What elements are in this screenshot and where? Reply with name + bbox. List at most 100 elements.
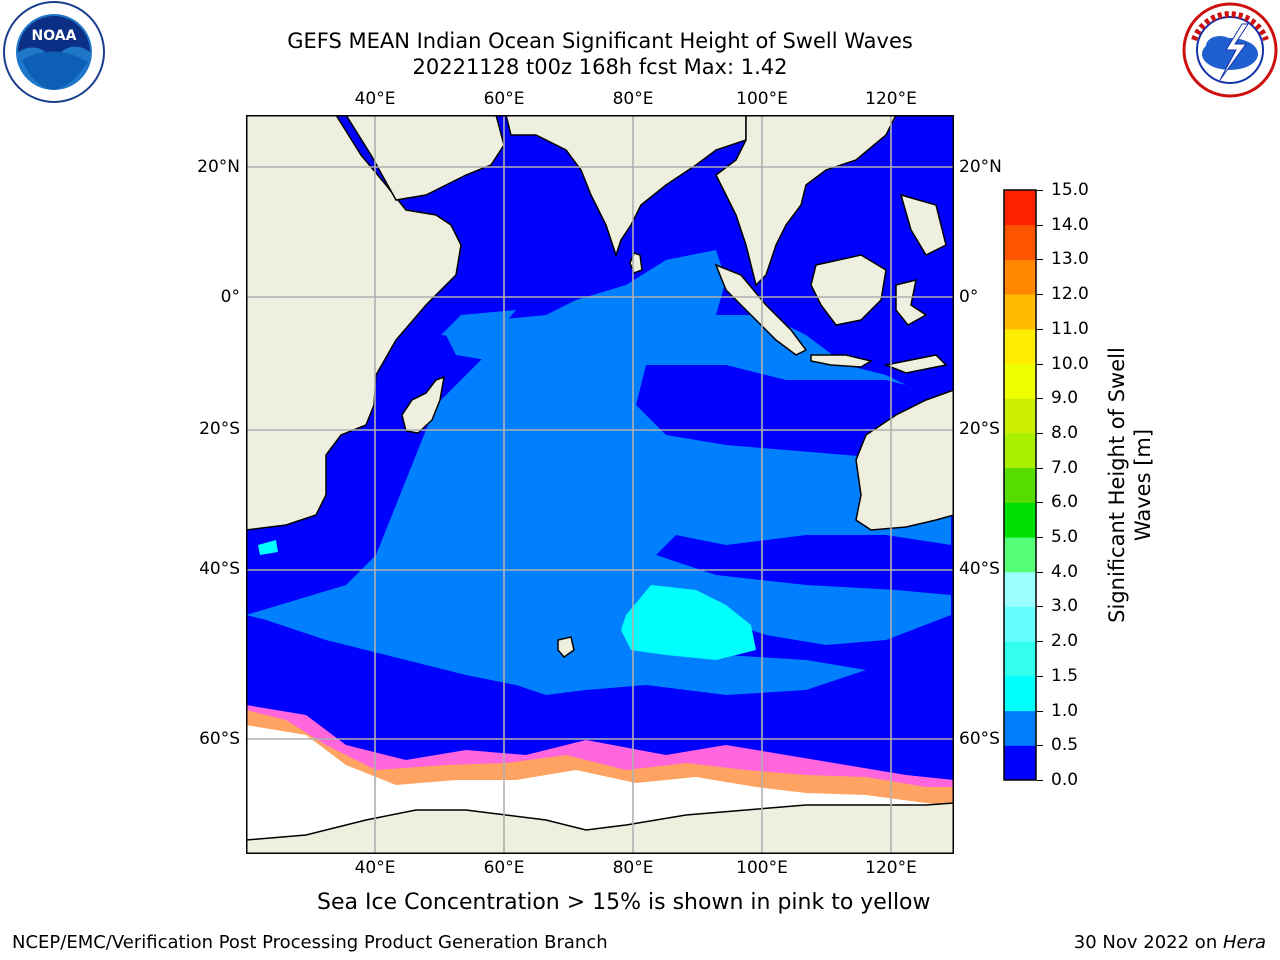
colorbar-tick-mark [1037, 432, 1043, 434]
land-philippines [899, 193, 947, 256]
footer-date: 30 Nov 2022 on Hera [1074, 932, 1266, 953]
colorbar-segment [1004, 710, 1036, 746]
colorbar-segment [1004, 328, 1036, 365]
colorbar-segment [1004, 467, 1036, 503]
colorbar-segment [1004, 537, 1036, 573]
colorbar-segment [1004, 502, 1036, 538]
colorbar-segment [1004, 224, 1036, 260]
colorbar-tick-mark [1037, 675, 1043, 677]
land-arabia [345, 115, 505, 201]
colorbar-tick-label: 1.5 [1051, 665, 1079, 686]
colorbar-tick-label: 3.0 [1051, 596, 1079, 617]
lat-label-left-40s: 40°S [199, 559, 240, 579]
lon-label-top-120e: 120°E [865, 89, 917, 109]
land-sumatra [714, 263, 808, 356]
colorbar-tick-label: 7.0 [1051, 457, 1079, 478]
lat-label-left-60s: 60°S [199, 729, 240, 749]
lat-label-right-0: 0° [959, 287, 979, 307]
colorbar-tick-label: 0.0 [1051, 770, 1079, 790]
colorbar-segment [1004, 745, 1036, 781]
colorbar-tick-label: 4.0 [1051, 561, 1079, 582]
land-sulawesi [895, 278, 928, 326]
lon-label-bottom-80e: 80°E [612, 858, 654, 878]
lat-label-left-20n: 20°N [197, 157, 240, 177]
colorbar-segment [1004, 432, 1036, 469]
colorbar-tick-label: 12.0 [1051, 284, 1089, 305]
lat-label-right-40s: 40°S [959, 559, 1000, 579]
swell-region-medium-west [446, 295, 646, 360]
lat-label-left-20s: 20°S [199, 419, 240, 439]
swell-height-map [246, 115, 954, 854]
lon-label-bottom-60e: 60°E [483, 858, 525, 878]
colorbar-tick-label: 15.0 [1051, 180, 1089, 200]
colorbar-label: Significant Height of Swell Waves [m] [1104, 330, 1156, 640]
colorbar-label-text: Significant Height of Swell Waves [m] [1105, 347, 1155, 623]
colorbar-tick-mark [1037, 190, 1043, 191]
colorbar-tick-mark [1037, 502, 1043, 504]
swell-region-medium [246, 250, 951, 695]
map-gridlines [246, 115, 954, 854]
colorbar-tick-mark [1037, 398, 1043, 400]
lon-label-bottom-40e: 40°E [354, 858, 396, 878]
land-india [505, 115, 747, 258]
colorbar-tick-label: 11.0 [1051, 318, 1089, 339]
colorbar-tick-mark [1037, 224, 1043, 226]
noaa-logo: NOAA [3, 1, 105, 103]
swell-region-high [621, 585, 756, 660]
land-australia [855, 389, 954, 531]
land-borneo [810, 254, 887, 326]
colorbar-segment [1004, 190, 1036, 226]
lat-label-right-20s: 20°S [959, 419, 1000, 439]
colorbar-segment [1004, 398, 1036, 434]
colorbar-segment [1004, 675, 1036, 712]
footer-credit: NCEP/EMC/Verification Post Processing Pr… [12, 932, 608, 953]
colorbar-segment [1004, 571, 1036, 607]
lat-label-left-0: 0° [220, 287, 240, 307]
svg-text:NOAA: NOAA [32, 28, 77, 44]
colorbar [1003, 189, 1037, 781]
colorbar-tick-label: 9.0 [1051, 388, 1079, 409]
lon-label-top-60e: 60°E [483, 89, 525, 109]
colorbar-tick-mark [1037, 606, 1043, 608]
colorbar-frame [1003, 189, 1037, 781]
colorbar-tick-mark [1037, 537, 1043, 539]
colorbar-tick-label: 0.5 [1051, 735, 1079, 756]
colorbar-tick-mark [1037, 571, 1043, 573]
land-antarctica [246, 802, 954, 854]
colorbar-tick-mark [1037, 363, 1043, 365]
lon-label-top-40e: 40°E [354, 89, 396, 109]
colorbar-tick-mark [1037, 745, 1043, 747]
colorbar-tick-mark [1037, 467, 1043, 469]
colorbar-tick-mark [1037, 710, 1043, 712]
footer-date-text: 30 Nov 2022 on [1073, 932, 1223, 953]
colorbar-tick-mark [1037, 259, 1043, 261]
land-kerguelen [557, 636, 575, 659]
colorbar-tick-label: 14.0 [1051, 214, 1089, 235]
land-java [810, 354, 873, 368]
lat-label-right-60s: 60°S [959, 729, 1000, 749]
colorbar-segment [1004, 606, 1036, 642]
colorbar-tick-label: 10.0 [1051, 353, 1089, 374]
colorbar-tick-label: 1.0 [1051, 700, 1079, 721]
swell-region-medium-equator [441, 310, 516, 340]
colorbar-tick-label: 5.0 [1051, 527, 1079, 548]
map-frame [246, 115, 954, 854]
colorbar-tick-mark [1037, 294, 1043, 296]
colorbar-segment [1004, 641, 1036, 677]
lon-label-bottom-120e: 120°E [865, 858, 917, 878]
colorbar-tick-label: 13.0 [1051, 249, 1089, 270]
lon-label-bottom-100e: 100°E [736, 858, 788, 878]
chart-title: GEFS MEAN Indian Ocean Significant Heigh… [287, 29, 913, 53]
sea-ice-orange [246, 710, 954, 805]
chart-subtitle: 20221128 t00z 168h fcst Max: 1.42 [412, 55, 788, 79]
colorbar-segment [1004, 259, 1036, 295]
sea-ice-caption: Sea Ice Concentration > 15% is shown in … [317, 890, 931, 915]
lon-label-top-100e: 100°E [736, 89, 788, 109]
footer-machine: Hera [1222, 932, 1266, 953]
land-east-islands [883, 354, 948, 374]
nws-logo [1182, 2, 1278, 98]
colorbar-tick-label: 8.0 [1051, 422, 1079, 443]
lat-label-right-20n: 20°N [959, 157, 1002, 177]
lon-label-top-80e: 80°E [612, 89, 654, 109]
colorbar-segment [1004, 363, 1036, 399]
